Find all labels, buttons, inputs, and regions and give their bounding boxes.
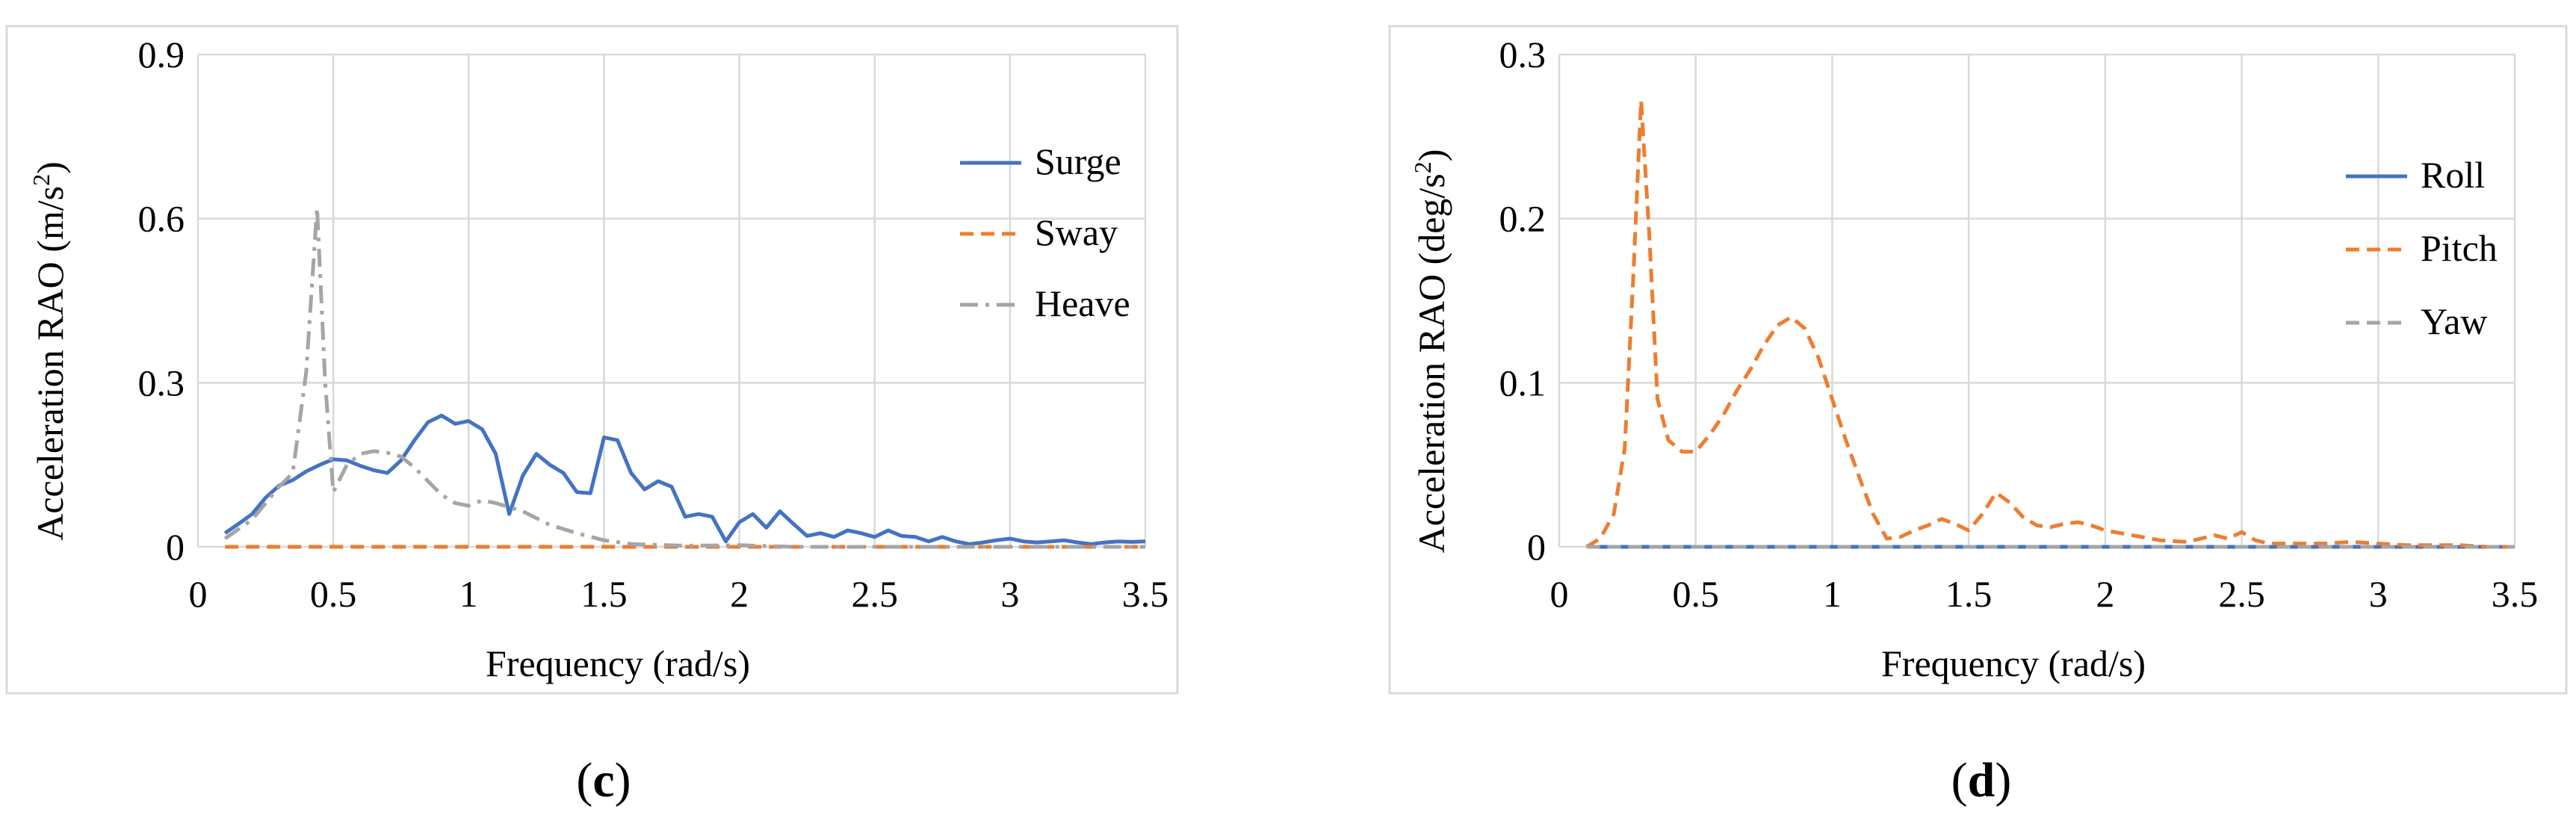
legend-label-yaw: Yaw <box>2421 300 2487 342</box>
chart-panel-c: 0 0.3 0.6 0.9 0 0.5 1 1.5 2 2.5 3 3.5 Frequency (r… <box>5 25 1179 808</box>
legend: Roll Pitch Yaw <box>2346 154 2498 342</box>
series-layer <box>223 205 1146 549</box>
x-tick-label: 1 <box>1823 573 1842 615</box>
chart-area-border <box>1388 25 2568 695</box>
panel-label: (c) <box>576 753 631 808</box>
y-axis-label-superscript: 2 <box>28 174 55 186</box>
y-tick-label: 0.1 <box>1499 362 1546 403</box>
x-tick-label: 0.5 <box>1672 573 1719 615</box>
y-tick-label: 0 <box>166 526 185 568</box>
x-tick-label: 3 <box>1000 573 1019 615</box>
x-tick-label: 2.5 <box>851 573 898 615</box>
legend-label-surge: Surge <box>1035 140 1121 182</box>
y-tick-labels: 0 0.3 0.6 0.9 <box>138 34 185 568</box>
y-axis-label-superscript: 2 <box>1409 161 1436 173</box>
x-tick-labels: 0 0.5 1 1.5 2 2.5 3 3.5 <box>189 573 1169 615</box>
legend-label-pitch: Pitch <box>2421 227 2498 269</box>
chart-area-border <box>5 25 1179 695</box>
series-line-pitch <box>1585 99 2515 549</box>
y-axis-label-main: Acceleration RAO (deg/s <box>1411 173 1452 553</box>
legend-label-heave: Heave <box>1035 282 1130 324</box>
chart-panel-d: 0 0.1 0.2 0.3 0 0.5 1 1.5 2 2.5 3 3.5 Frequency (r… <box>1388 25 2568 808</box>
x-tick-label: 3.5 <box>2492 573 2539 615</box>
legend-label-roll: Roll <box>2421 154 2485 196</box>
x-tick-label: 3 <box>2369 573 2388 615</box>
y-tick-label: 0.3 <box>1499 34 1546 75</box>
y-axis-label-close: ) <box>29 161 71 174</box>
y-axis-label: Acceleration RAO (deg/s2) <box>1409 149 1452 554</box>
x-axis-label: Frequency (rad/s) <box>1881 642 2146 684</box>
x-tick-label: 0 <box>189 573 208 615</box>
legend: Surge Sway Heave <box>960 140 1130 324</box>
panel-letter: d <box>1968 753 1996 808</box>
y-tick-label: 0.3 <box>138 362 185 403</box>
x-axis-label: Frequency (rad/s) <box>486 642 750 684</box>
x-tick-label: 1.5 <box>1945 573 1993 615</box>
panel-label: (d) <box>1951 753 2012 808</box>
x-tick-label: 2 <box>730 573 749 615</box>
x-tick-label: 1 <box>459 573 478 615</box>
panel-letter: c <box>592 753 614 808</box>
x-tick-label: 2.5 <box>2218 573 2265 615</box>
x-tick-label: 0.5 <box>310 573 357 615</box>
series-layer <box>1585 99 2515 549</box>
y-tick-label: 0.2 <box>1499 198 1546 240</box>
x-tick-labels: 0 0.5 1 1.5 2 2.5 3 3.5 <box>1550 573 2539 615</box>
y-axis-label-close: ) <box>1411 149 1452 162</box>
legend-label-sway: Sway <box>1035 211 1118 253</box>
y-axis-label: Acceleration RAO (m/s2) <box>28 161 71 541</box>
y-tick-labels: 0 0.1 0.2 0.3 <box>1499 34 1546 568</box>
y-tick-label: 0 <box>1527 526 1546 568</box>
y-axis-label-main: Acceleration RAO (m/s <box>29 186 71 541</box>
series-line-surge <box>223 413 1146 546</box>
y-tick-label: 0.6 <box>138 198 185 240</box>
x-tick-label: 1.5 <box>580 573 628 615</box>
x-tick-label: 0 <box>1550 573 1569 615</box>
x-tick-label: 3.5 <box>1122 573 1169 615</box>
y-tick-label: 0.9 <box>138 34 185 75</box>
x-tick-label: 2 <box>2096 573 2114 615</box>
